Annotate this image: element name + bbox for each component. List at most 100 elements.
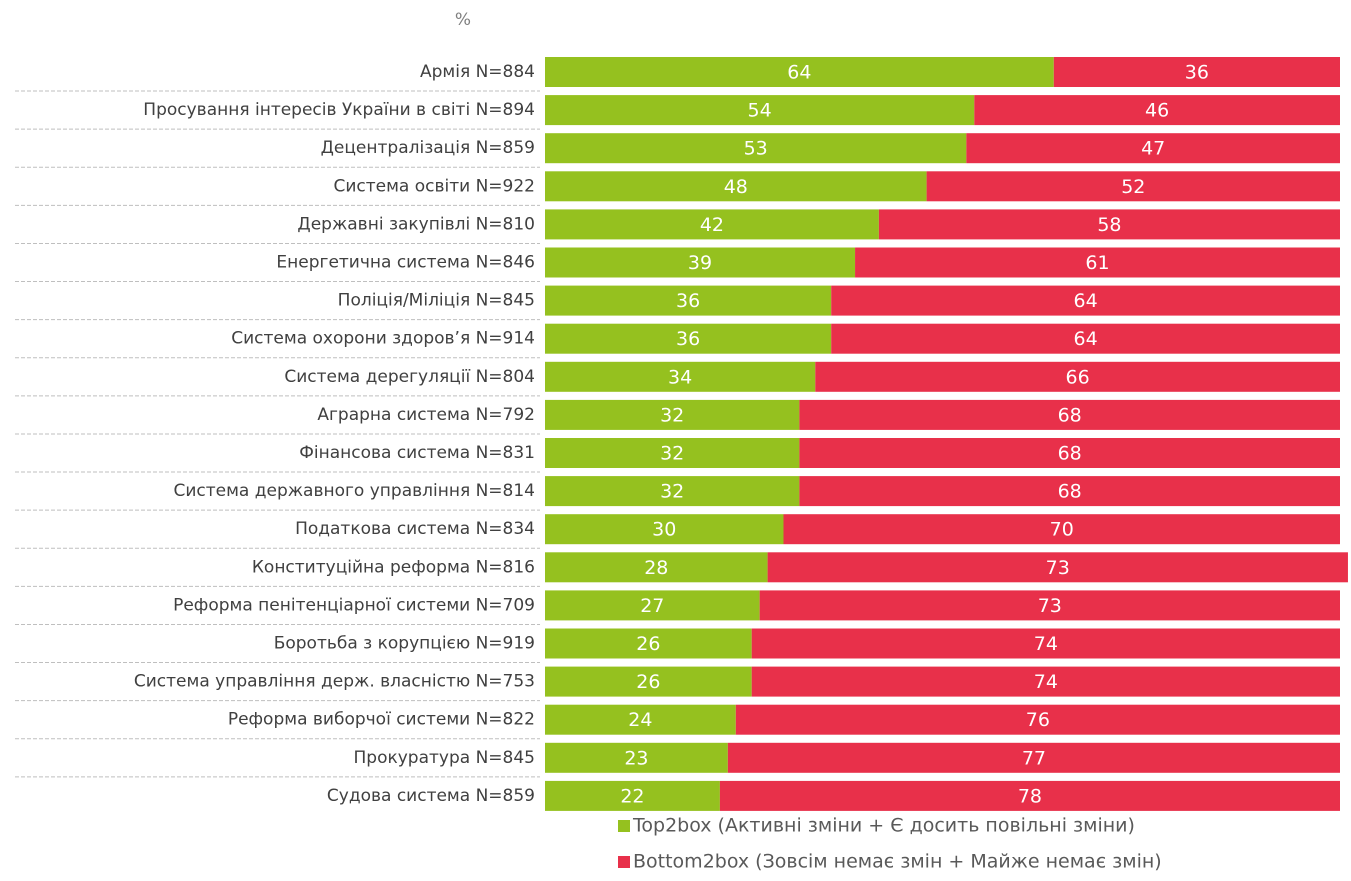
value-label: 42	[700, 214, 724, 236]
category-label: Боротьба з корупцією N=919	[274, 634, 535, 654]
value-label: 39	[688, 252, 712, 274]
category-label: Реформа пенітенціарної системи N=709	[173, 595, 535, 615]
bar-segment	[545, 628, 752, 659]
value-label: 30	[652, 519, 676, 541]
value-label: 36	[1185, 62, 1209, 84]
legend-label: Bottom2box (Зовсім немає змін + Майже не…	[633, 851, 1162, 873]
value-label: 26	[636, 671, 660, 693]
value-label: 34	[668, 366, 692, 388]
bar-segment	[831, 323, 1340, 354]
category-label: Система охорони здоров’я N=914	[231, 329, 535, 349]
bar-segment	[751, 628, 1340, 659]
bar-segment	[719, 780, 1340, 811]
bar-segment	[751, 666, 1340, 697]
bar-segment	[545, 780, 720, 811]
category-label: Система управління держ. власністю N=753	[134, 672, 535, 692]
category-label: Система державного управління N=814	[173, 481, 535, 501]
value-label: 32	[660, 481, 684, 503]
bar-segment	[545, 742, 728, 773]
bar-segment	[545, 247, 856, 278]
value-label: 78	[1018, 785, 1042, 807]
bar-segment	[545, 438, 800, 468]
value-label: 64	[787, 62, 811, 84]
bar-segment	[759, 590, 1340, 621]
value-label: 36	[676, 290, 700, 312]
bar-segment	[1053, 57, 1340, 87]
value-label: 64	[1074, 328, 1098, 350]
bar-segment	[815, 361, 1340, 392]
value-label: 70	[1050, 519, 1074, 541]
bar-segment	[966, 133, 1340, 164]
value-label: 36	[676, 328, 700, 350]
bar-segment	[545, 209, 879, 240]
value-label: 68	[1058, 443, 1082, 465]
bar-segment	[855, 247, 1340, 278]
value-label: 66	[1066, 366, 1090, 388]
value-label: 61	[1085, 252, 1109, 274]
axis-label: %	[455, 10, 471, 30]
bar-segment	[727, 742, 1340, 773]
bar-segment	[735, 704, 1340, 735]
value-label: 46	[1145, 100, 1169, 122]
bar-segment	[545, 552, 768, 583]
legend-swatch	[618, 856, 630, 868]
value-label: 54	[748, 100, 772, 122]
value-label: 24	[628, 709, 652, 731]
value-label: 58	[1097, 214, 1121, 236]
bar-segment	[545, 399, 800, 430]
value-label: 64	[1074, 290, 1098, 312]
bar-segment	[878, 209, 1340, 240]
bar-segment	[545, 133, 967, 164]
bar-segment	[545, 323, 832, 354]
value-label: 32	[660, 404, 684, 426]
value-label: 47	[1141, 138, 1165, 160]
bar-segment	[974, 95, 1340, 126]
bar-segment	[831, 285, 1340, 316]
category-label: Система дерегуляції N=804	[284, 367, 535, 387]
category-label: Аграрна система N=792	[317, 405, 535, 425]
value-label: 23	[624, 747, 648, 769]
value-label: 76	[1026, 709, 1050, 731]
bar-segment	[545, 704, 736, 735]
bar-segment	[545, 590, 760, 621]
category-label: Прокуратура N=845	[354, 748, 536, 768]
value-label: 73	[1038, 595, 1062, 617]
value-label: 32	[660, 443, 684, 465]
category-label: Армія N=884	[420, 62, 535, 82]
category-label: Система освіти N=922	[333, 176, 535, 196]
bar-segment	[545, 514, 784, 545]
bar-segment	[545, 285, 832, 316]
category-label: Поліція/Міліція N=845	[338, 291, 535, 311]
category-label: Державні закупівлі N=810	[297, 214, 535, 234]
value-label: 27	[640, 595, 664, 617]
bar-segment	[545, 361, 816, 392]
bar-segment	[767, 552, 1348, 583]
value-label: 28	[644, 557, 668, 579]
bar-segment	[545, 476, 800, 507]
value-label: 26	[636, 633, 660, 655]
category-label: Енергетична система N=846	[276, 253, 535, 273]
category-label: Децентралізація N=859	[321, 138, 535, 158]
category-label: Конституційна реформа N=816	[252, 557, 535, 577]
bar-segment	[799, 399, 1340, 430]
value-label: 53	[744, 138, 768, 160]
category-label: Реформа виборчої системи N=822	[228, 710, 535, 730]
value-label: 48	[724, 176, 748, 198]
bar-segment	[545, 95, 975, 126]
category-label: Просування інтересів України в світі N=8…	[143, 100, 535, 120]
value-label: 77	[1022, 747, 1046, 769]
value-label: 22	[620, 785, 644, 807]
value-label: 74	[1034, 633, 1058, 655]
bar-segment	[926, 171, 1340, 202]
value-label: 68	[1058, 404, 1082, 426]
value-label: 73	[1046, 557, 1070, 579]
legend-label: Top2box (Активні зміни + Є досить повіль…	[632, 815, 1135, 837]
bar-segment	[545, 57, 1054, 87]
bar-segment	[799, 476, 1340, 507]
bar-segment	[799, 438, 1340, 468]
bar-segment	[545, 171, 927, 202]
value-label: 68	[1058, 481, 1082, 503]
category-label: Податкова система N=834	[295, 519, 535, 539]
value-label: 74	[1034, 671, 1058, 693]
